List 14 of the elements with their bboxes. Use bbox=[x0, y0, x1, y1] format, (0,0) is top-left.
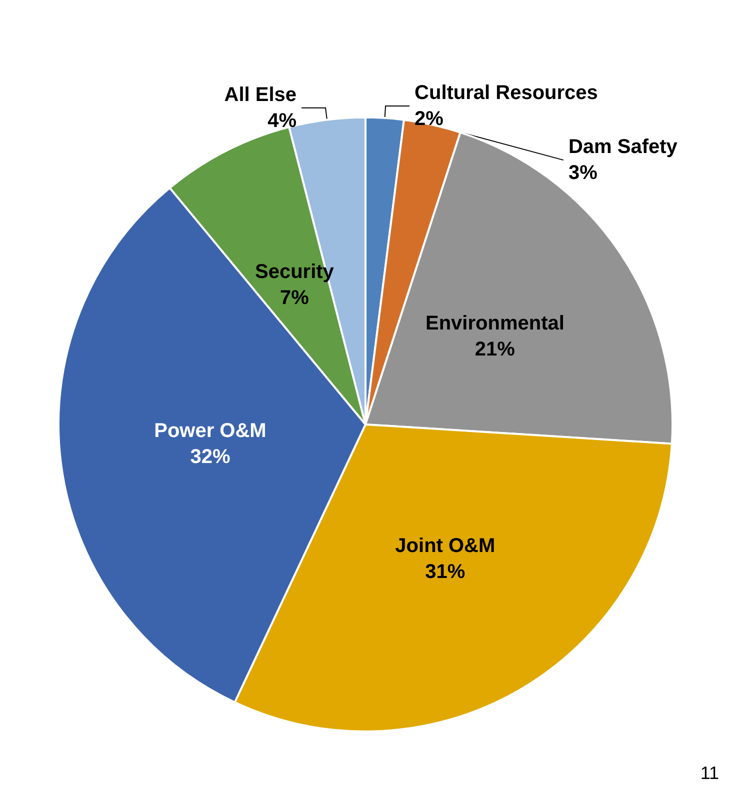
slice-label: Joint O&M bbox=[395, 535, 496, 558]
slice-label: Power O&M bbox=[154, 420, 266, 442]
data-label: 2% bbox=[414, 108, 444, 130]
data-label: 7% bbox=[280, 286, 310, 309]
data-label: 3% bbox=[568, 162, 598, 184]
data-label: 31% bbox=[425, 561, 466, 584]
slice-label: All Else bbox=[224, 84, 297, 106]
slice-label: Environmental bbox=[425, 312, 564, 334]
data-label: 21% bbox=[474, 338, 516, 360]
text: 11 bbox=[700, 763, 719, 783]
slice-label: Cultural Resources bbox=[414, 82, 598, 104]
data-label: 32% bbox=[190, 446, 230, 468]
slice-label: Dam Safety bbox=[568, 136, 678, 158]
data-label: 4% bbox=[268, 110, 297, 132]
